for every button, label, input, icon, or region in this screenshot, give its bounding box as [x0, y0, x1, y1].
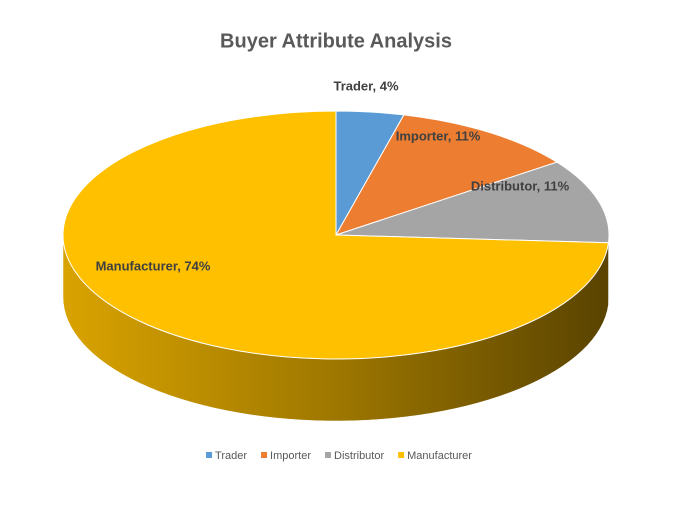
data-label: Distributor, 11%: [471, 178, 570, 193]
legend-label: Importer: [270, 450, 311, 462]
data-label: Manufacturer, 74%: [96, 258, 211, 273]
legend-marker: [261, 452, 268, 458]
legend-marker: [325, 452, 332, 458]
data-label: Trader, 4%: [333, 78, 398, 93]
legend-label: Trader: [215, 450, 247, 462]
pie-slice: [334, 114, 559, 236]
legend-marker: [398, 452, 405, 458]
legend-marker: [206, 452, 213, 458]
legend-label: Distributor: [334, 450, 384, 462]
pie-slice: [62, 110, 610, 360]
chart-title: Buyer Attribute Analysis: [220, 30, 452, 52]
legend-label: Manufacturer: [407, 450, 472, 462]
pie-slice: [335, 161, 610, 244]
data-label: Importer, 11%: [396, 128, 481, 143]
